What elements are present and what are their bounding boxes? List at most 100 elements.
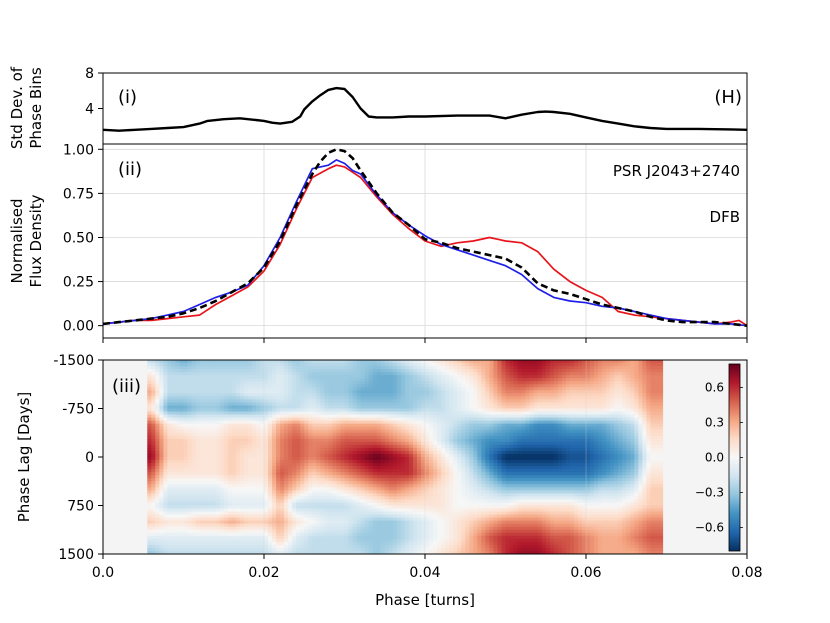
heatmap-cell	[537, 469, 543, 473]
heatmap-cell	[312, 472, 317, 476]
heatmap-cell	[449, 417, 454, 422]
heatmap-cell	[497, 396, 503, 401]
heatmap-cell	[533, 450, 539, 455]
heatmap-cell	[622, 402, 627, 407]
heatmap-cell	[280, 363, 285, 367]
heatmap-cell	[626, 396, 631, 401]
heatmap-cell	[650, 366, 656, 370]
heatmap-cell	[614, 450, 619, 455]
heatmap-cell	[384, 472, 390, 476]
heatmap-cell	[437, 384, 442, 388]
heatmap-cell	[469, 411, 474, 416]
heatmap-cell	[606, 372, 611, 376]
heatmap-cell	[654, 399, 660, 404]
heatmap-cell	[473, 411, 478, 416]
heatmap-cell	[537, 444, 543, 449]
heatmap-cell	[441, 387, 446, 391]
heatmap-cell	[151, 457, 156, 461]
heatmap-cell	[437, 375, 442, 379]
heatmap-cell	[259, 378, 265, 382]
heatmap-cell	[489, 463, 495, 467]
heatmap-cell	[618, 399, 623, 404]
heatmap-cell	[207, 429, 213, 434]
heatmap-cell	[199, 441, 205, 446]
heatmap-cell	[372, 429, 378, 434]
heatmap-cell	[646, 402, 652, 407]
heatmap-cell	[420, 432, 426, 437]
heatmap-cell	[457, 463, 462, 467]
heatmap-cell	[316, 426, 321, 431]
heatmap-cell	[151, 417, 156, 422]
heatmap-cell	[429, 390, 434, 394]
heatmap-cell	[658, 360, 664, 364]
heatmap-cell	[598, 366, 603, 370]
heatmap-cell	[598, 393, 603, 397]
heatmap-cell	[183, 414, 189, 419]
heatmap-cell	[155, 466, 160, 470]
heatmap-cell	[372, 472, 378, 476]
heatmap-cell	[336, 384, 342, 388]
heatmap-cell	[280, 381, 285, 385]
heatmap-cell	[622, 366, 627, 370]
heatmap-cell	[400, 435, 406, 440]
heatmap-cell	[461, 384, 466, 388]
heatmap-cell	[227, 426, 233, 431]
heatmap-cell	[573, 417, 579, 422]
heatmap-cell	[352, 466, 358, 470]
heatmap-cell	[569, 393, 575, 397]
heatmap-cell	[553, 457, 559, 461]
heatmap-cell	[292, 457, 297, 461]
heatmap-cell	[288, 466, 293, 470]
heatmap-cell	[412, 399, 418, 404]
heatmap-cell	[203, 463, 209, 467]
heatmap-cell	[465, 457, 470, 461]
heatmap-cell	[553, 405, 559, 410]
heatmap-cell	[602, 444, 607, 449]
heatmap-cell	[348, 463, 354, 467]
heatmap-cell	[457, 381, 462, 385]
heatmap-cell	[429, 450, 434, 455]
heatmap-cell	[513, 472, 519, 476]
heatmap-cell	[420, 381, 426, 385]
heatmap-cell	[553, 399, 559, 404]
heatmap-cell	[425, 411, 430, 416]
heatmap-cell	[199, 457, 205, 461]
heatmap-cell	[517, 441, 523, 446]
heatmap-cell	[243, 426, 249, 431]
heatmap-cell	[159, 408, 164, 413]
heatmap-cell	[441, 405, 446, 410]
heatmap-cell	[296, 472, 301, 476]
heatmap-cell	[195, 417, 201, 422]
heatmap-cell	[231, 441, 237, 446]
heatmap-cell	[167, 429, 173, 434]
heatmap-cell	[227, 450, 233, 455]
heatmap-cell	[529, 396, 535, 401]
heatmap-cell	[606, 360, 611, 364]
heatmap-cell	[638, 450, 643, 455]
heatmap-cell	[288, 469, 293, 473]
heatmap-cell	[457, 429, 462, 434]
heatmap-cell	[187, 414, 193, 419]
heatmap-cell	[525, 360, 531, 364]
heatmap-cell	[481, 457, 486, 461]
heatmap-cell	[573, 453, 579, 458]
heatmap-cell	[396, 396, 402, 401]
heatmap-cell	[199, 444, 205, 449]
heatmap-cell	[384, 417, 390, 422]
heatmap-cell	[239, 387, 245, 391]
heatmap-cell	[453, 375, 458, 379]
heatmap-cell	[634, 366, 639, 370]
heatmap-cell	[312, 417, 317, 422]
heatmap-cell	[195, 405, 201, 410]
heatmap-cell	[163, 408, 168, 413]
heatmap-cell	[420, 390, 426, 394]
heatmap-cell	[364, 396, 370, 401]
heatmap-cell	[239, 460, 245, 464]
heatmap-cell	[159, 372, 164, 376]
heatmap-cell	[489, 375, 495, 379]
heatmap-cell	[151, 411, 156, 416]
heatmap-cell	[412, 432, 418, 437]
heatmap-cell	[340, 363, 346, 367]
heatmap-cell	[336, 369, 342, 373]
heatmap-cell	[235, 469, 241, 473]
